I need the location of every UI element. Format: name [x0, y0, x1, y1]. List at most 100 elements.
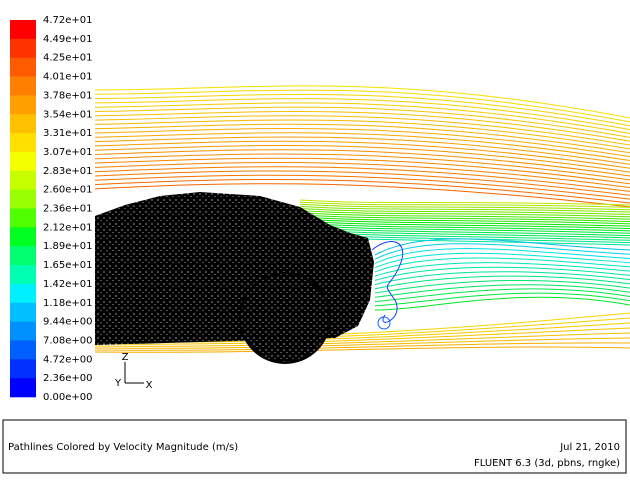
pathline — [374, 296, 630, 311]
legend-label: 3.78e+01 — [43, 90, 93, 101]
pathlines — [94, 85, 630, 353]
pathline — [94, 183, 630, 208]
legend-label: 2.83e+01 — [43, 166, 93, 177]
pathline — [299, 222, 630, 232]
pathline — [94, 327, 630, 345]
pathline — [94, 85, 630, 119]
pathline — [374, 257, 630, 273]
pathline — [94, 89, 630, 123]
pathline — [94, 166, 630, 192]
pathline — [94, 332, 630, 347]
pathline — [94, 106, 630, 138]
legend-swatch — [10, 246, 36, 266]
pathline — [374, 284, 630, 298]
pathline — [299, 212, 630, 220]
legend-label: 2.12e+01 — [43, 222, 93, 233]
legend-label: 1.89e+01 — [43, 241, 93, 252]
pathline — [374, 262, 630, 277]
axis-x: X — [146, 380, 153, 391]
pathline — [94, 337, 630, 349]
pathline — [94, 127, 630, 158]
pathline — [94, 161, 630, 189]
legend-label: 2.36e+01 — [43, 204, 93, 215]
pathline — [94, 144, 630, 173]
pathline — [94, 102, 630, 134]
pathline — [299, 205, 630, 213]
pathline — [94, 342, 630, 351]
legend-label: 1.65e+01 — [43, 260, 93, 271]
pathline — [299, 214, 630, 222]
pathline — [299, 218, 630, 227]
pathline — [94, 170, 630, 196]
legend-label: 2.60e+01 — [43, 185, 93, 196]
pathline — [299, 207, 630, 215]
legend-label: 3.31e+01 — [43, 128, 93, 139]
axis-y: Y — [114, 378, 122, 389]
color-legend: 4.72e+01 4.49e+01 4.25e+01 4.01e+01 3.78e+01… — [10, 15, 93, 403]
pathline — [94, 149, 630, 177]
legend-swatch — [10, 114, 36, 134]
legend-swatch — [10, 321, 36, 341]
legend-swatch — [10, 95, 36, 115]
legend-label: 2.36e+00 — [43, 373, 93, 384]
legend-swatch — [10, 38, 36, 58]
pathline — [299, 216, 630, 225]
axis-triad — [124, 362, 144, 384]
legend-label: 4.72e+01 — [43, 15, 93, 26]
legend-swatch — [10, 76, 36, 96]
legend-label: 1.18e+01 — [43, 298, 93, 309]
legend-label: 4.01e+01 — [43, 72, 93, 83]
legend-label: 1.42e+01 — [43, 279, 93, 290]
legend-swatch — [10, 170, 36, 190]
pathline — [94, 140, 630, 169]
pathline — [374, 266, 630, 281]
pathline — [94, 93, 630, 127]
pathline — [374, 252, 630, 269]
pathline — [374, 243, 630, 260]
legend-swatch — [10, 283, 36, 304]
pathline — [371, 241, 404, 323]
legend-swatch — [10, 189, 36, 209]
legend-swatch — [10, 57, 36, 77]
legend-swatch — [10, 302, 36, 322]
legend-label: 4.25e+01 — [43, 53, 93, 64]
pathline — [94, 110, 630, 142]
footer-date: Jul 21, 2010 — [559, 442, 620, 453]
legend-swatch — [10, 227, 36, 247]
pathline — [299, 220, 630, 230]
pathline — [374, 288, 630, 303]
footer-box — [2, 419, 627, 474]
pathline — [374, 238, 630, 256]
legend-label: 4.49e+01 — [43, 34, 93, 45]
pathline — [94, 157, 630, 185]
pathline — [374, 292, 630, 307]
pathline — [94, 153, 630, 181]
car-body — [95, 192, 374, 345]
legend-swatch — [10, 133, 36, 153]
car-wheel — [239, 272, 331, 364]
pathline — [374, 248, 630, 264]
footer-version: FLUENT 6.3 (3d, pbns, rngke) — [474, 458, 620, 469]
legend-label: 0.00e+00 — [43, 392, 93, 403]
pathline — [94, 346, 630, 353]
legend-swatch — [10, 20, 36, 40]
legend-label: 9.44e+00 — [43, 317, 93, 328]
footer-title: Pathlines Colored by Velocity Magnitude … — [8, 442, 238, 453]
legend-label: 3.54e+01 — [43, 109, 93, 120]
legend-swatch — [10, 378, 36, 398]
pathline — [94, 119, 630, 150]
legend-swatch — [10, 208, 36, 228]
pathline — [299, 203, 630, 211]
legend-label: 3.07e+01 — [43, 147, 93, 158]
pathline — [94, 174, 630, 200]
pathline — [377, 316, 391, 330]
pathline — [94, 123, 630, 154]
legend-swatch — [10, 151, 36, 172]
legend-label: 4.72e+00 — [43, 354, 93, 365]
pathline — [299, 199, 630, 206]
pathline — [94, 98, 630, 131]
pathline — [94, 136, 630, 165]
legend-label: 7.08e+00 — [43, 335, 93, 346]
